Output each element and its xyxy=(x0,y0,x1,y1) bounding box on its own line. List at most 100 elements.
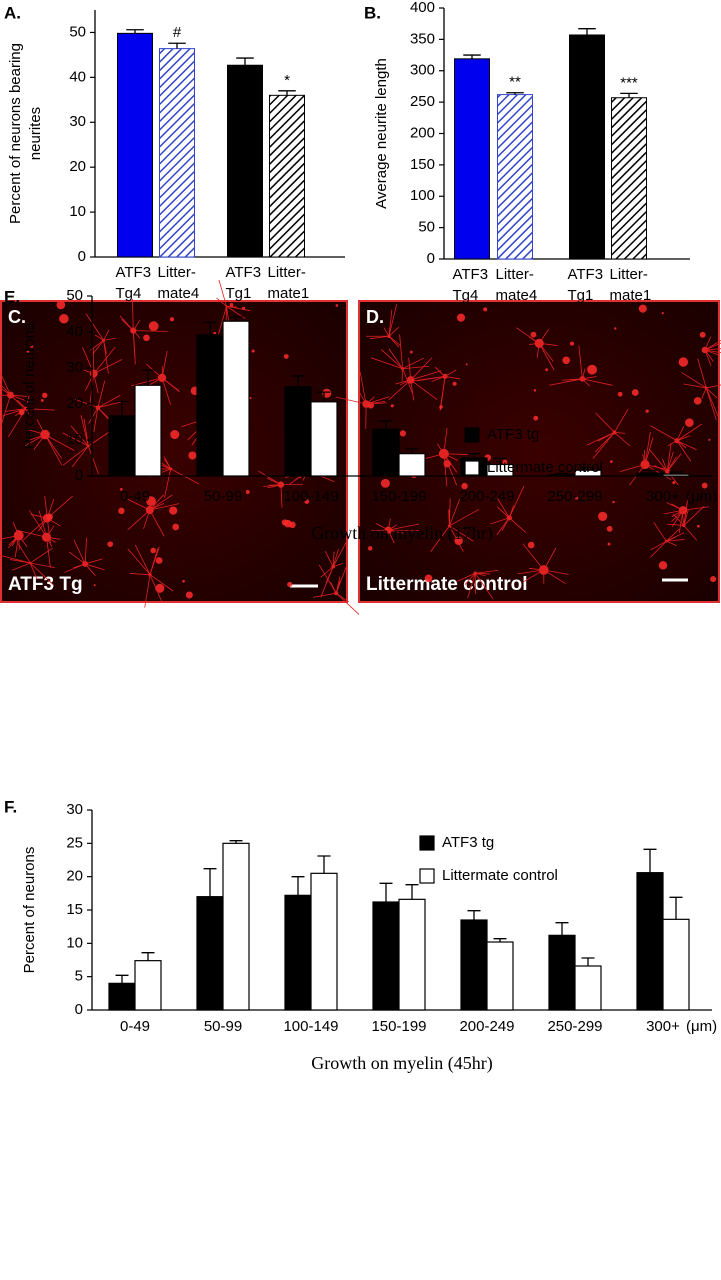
neurite xyxy=(388,309,393,337)
neurite xyxy=(149,574,162,602)
x-unit: (μm) xyxy=(686,1018,717,1035)
neurite xyxy=(444,369,457,377)
cell xyxy=(661,312,664,315)
neurite xyxy=(388,335,400,348)
neurite xyxy=(704,336,712,351)
error-bar xyxy=(581,467,595,471)
neurite xyxy=(84,537,87,564)
error-bar xyxy=(669,471,683,475)
y-axis-label: Percent of neurons xyxy=(21,847,38,974)
neurite xyxy=(85,558,103,565)
x-tick-label: 100-149 xyxy=(283,1018,338,1035)
neurite xyxy=(671,509,684,523)
neurite xyxy=(644,437,654,465)
neurite xyxy=(399,334,404,369)
x-tick-label: 0-49 xyxy=(120,488,150,505)
neurite xyxy=(127,548,151,575)
neurite xyxy=(25,395,30,409)
neurite xyxy=(46,525,55,538)
x-tick-label: 250-299 xyxy=(547,488,602,505)
bar xyxy=(460,919,488,1011)
neurite xyxy=(280,484,283,508)
neurite xyxy=(490,517,510,525)
panel-title: B. xyxy=(364,3,381,22)
panel-title: A. xyxy=(4,3,21,22)
panel-title: F. xyxy=(4,797,17,816)
x-tick-label: mate1 xyxy=(610,287,652,304)
neurite xyxy=(144,574,151,608)
neurite xyxy=(0,371,11,396)
bar xyxy=(134,960,162,1011)
neurite xyxy=(388,348,404,369)
neurite xyxy=(704,349,714,362)
neurite xyxy=(395,379,411,385)
cell xyxy=(672,481,676,485)
error-bar xyxy=(578,28,596,35)
neurite xyxy=(676,440,697,451)
error-bar xyxy=(493,457,507,465)
error-bar xyxy=(168,42,186,49)
cell xyxy=(607,542,611,546)
bar xyxy=(497,94,533,260)
cell xyxy=(658,561,668,570)
cell xyxy=(249,396,252,400)
error-bar xyxy=(669,896,683,920)
neurite xyxy=(401,368,404,382)
cell xyxy=(30,344,34,348)
neurite xyxy=(358,390,367,405)
cell xyxy=(452,381,457,386)
cell xyxy=(409,350,413,354)
micrograph-cells xyxy=(0,279,721,615)
cell xyxy=(454,536,463,546)
bar xyxy=(222,320,250,477)
x-axis-label: Growth on myelin (17hr) xyxy=(311,523,492,544)
neurite xyxy=(676,435,690,442)
cell xyxy=(242,306,246,310)
x-tick-label: Tg1 xyxy=(568,287,594,304)
cell xyxy=(170,430,180,440)
neurite xyxy=(676,426,685,441)
neurite xyxy=(36,419,46,435)
neurite xyxy=(538,328,549,344)
cell xyxy=(304,499,310,504)
neurite xyxy=(44,495,48,519)
neurite xyxy=(0,383,11,396)
neurite xyxy=(704,339,721,351)
cell xyxy=(439,405,443,409)
neurite xyxy=(365,396,390,405)
neurite xyxy=(443,453,469,455)
neurite xyxy=(132,298,134,331)
cell xyxy=(708,438,711,441)
cell xyxy=(188,451,197,460)
image-caption: Littermate control xyxy=(366,574,528,595)
neurite xyxy=(594,432,615,453)
neurite xyxy=(653,465,668,472)
neurite xyxy=(653,522,667,542)
neurite xyxy=(538,343,554,362)
neurite xyxy=(88,407,99,424)
cell xyxy=(46,513,53,521)
bar xyxy=(222,842,250,1011)
neurite xyxy=(44,434,63,466)
x-tick-label: 50-99 xyxy=(204,1018,242,1035)
cell xyxy=(562,356,571,365)
neurite xyxy=(704,349,712,366)
neurite xyxy=(614,408,629,433)
cell xyxy=(148,321,159,332)
neurite xyxy=(388,529,404,534)
cell xyxy=(146,496,156,506)
neurite xyxy=(376,523,389,531)
bar xyxy=(269,94,305,258)
cell xyxy=(678,357,689,367)
neurite xyxy=(581,368,586,379)
neurite xyxy=(332,551,335,567)
neurite xyxy=(497,506,510,519)
bar xyxy=(636,872,664,1011)
neurite xyxy=(582,378,613,386)
neurite xyxy=(582,378,590,387)
y-tick-label: 250 xyxy=(410,93,435,110)
cell xyxy=(118,507,125,515)
bar xyxy=(117,32,153,258)
neurite xyxy=(582,376,597,380)
